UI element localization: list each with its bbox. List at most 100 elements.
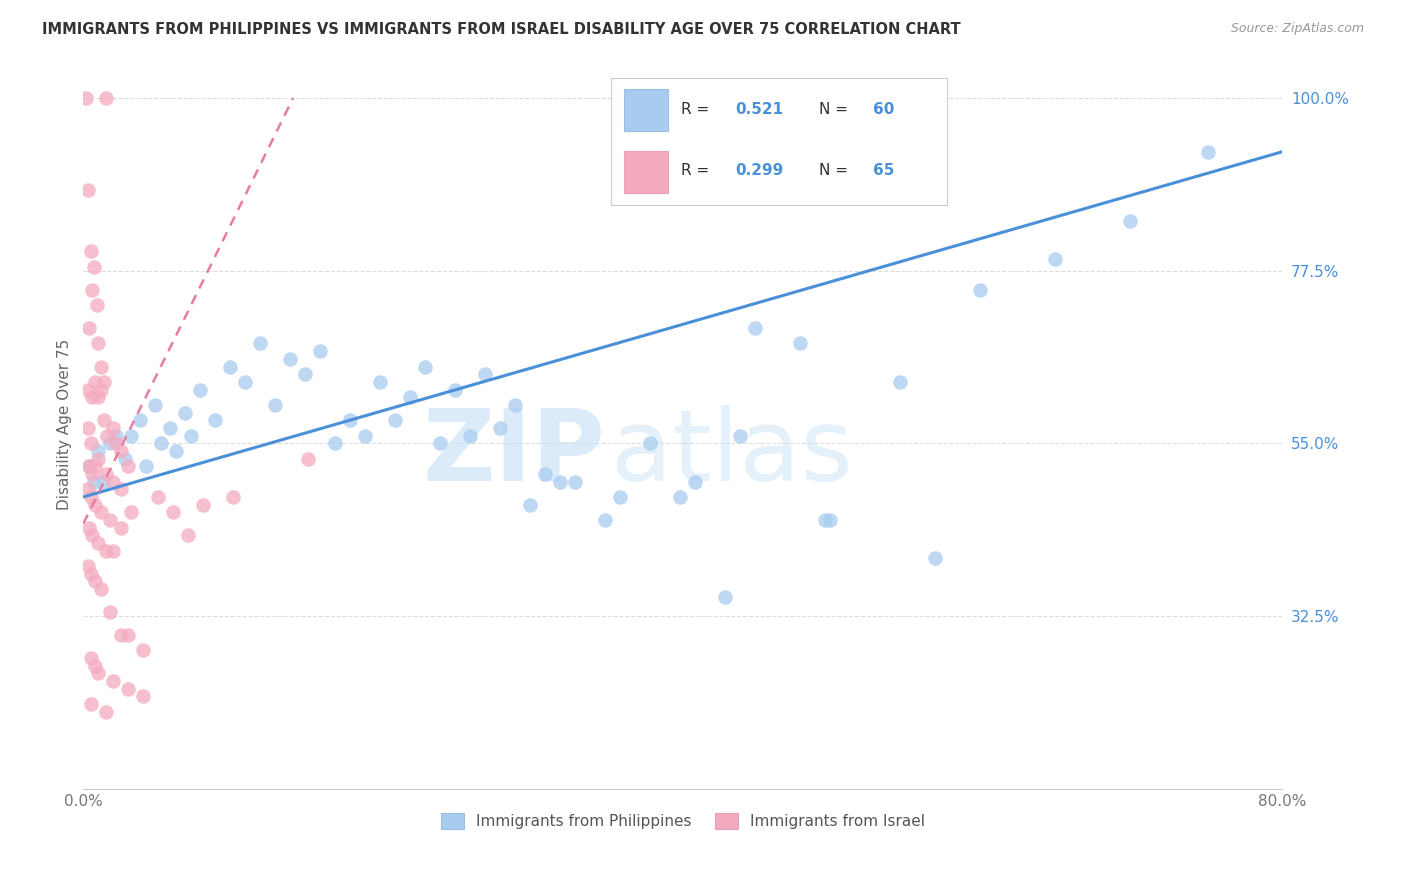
Point	[818, 513, 841, 527]
Point	[87, 390, 110, 404]
Point	[80, 244, 103, 259]
Point	[503, 398, 526, 412]
Point	[79, 321, 101, 335]
Point	[1043, 252, 1066, 266]
Point	[120, 428, 142, 442]
Point	[105, 428, 128, 442]
Point	[969, 283, 991, 297]
Point	[86, 298, 108, 312]
Point	[75, 91, 97, 105]
Point	[165, 444, 187, 458]
Point	[297, 451, 319, 466]
Point	[222, 490, 245, 504]
Point	[87, 451, 110, 466]
Point	[103, 475, 125, 489]
Point	[249, 336, 271, 351]
Point	[789, 336, 811, 351]
Point	[159, 421, 181, 435]
Text: Source: ZipAtlas.com: Source: ZipAtlas.com	[1230, 22, 1364, 36]
Point	[93, 413, 115, 427]
Point	[83, 475, 105, 489]
Point	[924, 551, 946, 566]
Point	[76, 483, 98, 497]
Point	[80, 490, 103, 504]
Point	[413, 359, 436, 374]
Point	[84, 498, 107, 512]
Point	[309, 344, 332, 359]
Point	[91, 475, 114, 489]
Point	[204, 413, 226, 427]
Point	[638, 436, 661, 450]
Point	[714, 590, 737, 604]
Point	[87, 536, 110, 550]
Text: ZIP: ZIP	[422, 405, 605, 501]
Point	[384, 413, 406, 427]
Point	[76, 559, 98, 574]
Point	[79, 459, 101, 474]
Point	[609, 490, 631, 504]
Legend: Immigrants from Philippines, Immigrants from Israel: Immigrants from Philippines, Immigrants …	[434, 807, 931, 836]
Point	[129, 413, 152, 427]
Point	[98, 605, 121, 619]
Point	[489, 421, 512, 435]
Point	[519, 498, 541, 512]
Point	[534, 467, 557, 481]
Point	[399, 390, 422, 404]
Point	[110, 444, 132, 458]
Point	[94, 467, 117, 481]
Point	[444, 383, 467, 397]
Point	[264, 398, 287, 412]
Point	[193, 498, 215, 512]
Point	[84, 459, 107, 474]
Point	[105, 436, 128, 450]
Point	[1118, 213, 1140, 227]
Point	[103, 421, 125, 435]
Point	[103, 674, 125, 689]
Point	[728, 428, 751, 442]
Point	[84, 574, 107, 589]
Point	[82, 390, 104, 404]
Point	[117, 628, 139, 642]
Point	[90, 582, 112, 596]
Y-axis label: Disability Age Over 75: Disability Age Over 75	[58, 338, 72, 509]
Point	[90, 505, 112, 519]
Point	[90, 359, 112, 374]
Point	[79, 521, 101, 535]
Point	[368, 375, 391, 389]
Point	[278, 351, 301, 366]
Point	[889, 375, 911, 389]
Point	[79, 459, 101, 474]
Point	[177, 528, 200, 542]
Point	[94, 91, 117, 105]
Point	[114, 451, 136, 466]
Point	[117, 459, 139, 474]
Point	[98, 513, 121, 527]
Point	[354, 428, 377, 442]
Point	[120, 505, 142, 519]
Point	[80, 436, 103, 450]
Point	[76, 421, 98, 435]
Point	[188, 383, 211, 397]
Point	[110, 483, 132, 497]
Point	[474, 367, 496, 381]
Point	[76, 383, 98, 397]
Point	[82, 283, 104, 297]
Point	[548, 475, 571, 489]
Point	[93, 375, 115, 389]
Point	[150, 436, 173, 450]
Point	[82, 528, 104, 542]
Point	[82, 467, 104, 481]
Point	[1197, 145, 1219, 159]
Text: atlas: atlas	[612, 405, 852, 501]
Point	[87, 444, 110, 458]
Point	[180, 428, 202, 442]
Point	[219, 359, 242, 374]
Point	[103, 543, 125, 558]
Point	[87, 666, 110, 681]
Point	[80, 697, 103, 711]
Point	[135, 459, 157, 474]
Point	[110, 628, 132, 642]
Point	[98, 436, 121, 450]
Point	[564, 475, 586, 489]
Point	[80, 566, 103, 581]
